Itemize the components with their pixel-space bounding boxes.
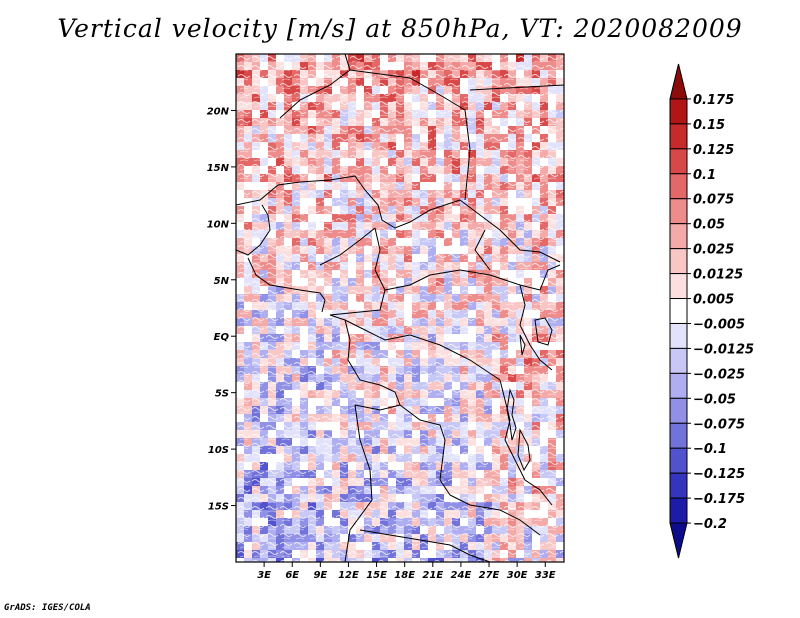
x-tick-label: 27E [479, 570, 500, 581]
colorbar-label: 0.075 [693, 193, 734, 208]
x-tick-label: 18E [394, 570, 415, 581]
colorbar-label: 0.175 [693, 93, 734, 108]
colorbar-segment [669, 273, 688, 300]
colorbar-segment [669, 422, 688, 449]
x-tick-label: 21E [422, 570, 443, 581]
colorbar-label: −0.0125 [693, 342, 754, 357]
colorbar-label: 0.0125 [693, 268, 743, 283]
colorbar-segment [669, 298, 688, 324]
y-tick-label: 15S [208, 502, 229, 513]
x-tick-label: 12E [338, 570, 359, 581]
y-tick-label: 15N [207, 163, 230, 174]
colorbar-segment [669, 522, 688, 559]
colorbar-segment [669, 148, 688, 175]
colorbar-label: −0.005 [693, 317, 745, 332]
lakes [506, 317, 553, 472]
colorbar-segment [669, 63, 688, 100]
x-axis: 3E 6E 9E 12E 15E 18E 21E 24E 27E 30E 33E [257, 562, 556, 581]
colorbar-label: −0.075 [693, 417, 745, 432]
chart-title: Vertical velocity [m/s] at 850hPa, VT: 2… [57, 14, 743, 43]
colorbar-segment [669, 372, 688, 399]
colorbar: 0.175 0.15 0.125 0.1 0.075 0.05 0.025 0.0125 0.0… [669, 63, 754, 559]
colorbar-segment [669, 497, 688, 524]
y-tick-label: 10S [208, 445, 229, 456]
colorbar-label: −0.1 [693, 442, 727, 457]
colorbar-segment [669, 123, 688, 150]
colorbar-label: −0.025 [693, 367, 745, 382]
colorbar-label: −0.2 [693, 517, 727, 532]
colorbar-label: −0.175 [693, 492, 745, 507]
colorbar-segment [669, 322, 688, 349]
y-axis: 20N 15N 10N 5N EQ 5S 10S 15S [207, 106, 236, 513]
colorbar-segment [669, 447, 688, 474]
colorbar-label: 0.025 [693, 243, 734, 258]
y-tick-label: EQ [214, 332, 230, 343]
x-tick-label: 9E [313, 570, 327, 581]
colorbar-label: −0.05 [693, 392, 736, 407]
colorbar-segment [669, 223, 688, 250]
x-tick-label: 3E [257, 570, 271, 581]
colorbar-segment [669, 347, 688, 374]
x-tick-label: 15E [366, 570, 387, 581]
y-tick-label: 5N [214, 276, 230, 287]
colorbar-label: 0.125 [693, 143, 734, 158]
colorbar-label: 0.005 [693, 293, 734, 308]
colorbar-segment [669, 98, 688, 125]
x-tick-label: 24E [451, 570, 472, 581]
y-tick-label: 20N [207, 106, 230, 117]
colorbar-segment [669, 397, 688, 424]
colorbar-label: 0.05 [693, 218, 725, 233]
colorbar-segment [669, 198, 688, 225]
grads-credit: GrADS: IGES/COLA [4, 603, 91, 613]
colorbar-segment [669, 472, 688, 499]
colorbar-label: 0.15 [693, 118, 725, 133]
map-frame [235, 53, 565, 563]
colorbar-segment [669, 248, 688, 275]
colorbar-segment [669, 173, 688, 200]
x-tick-label: 30E [507, 570, 528, 581]
x-tick-label: 33E [535, 570, 556, 581]
colorbar-label: −0.125 [693, 467, 745, 482]
colorbar-label: 0.1 [693, 168, 716, 183]
y-tick-label: 10N [207, 219, 230, 230]
y-tick-label: 5S [215, 389, 229, 400]
field-texture [236, 54, 564, 562]
map-plot-area [235, 53, 565, 563]
x-tick-label: 6E [285, 570, 299, 581]
country-borders [236, 54, 564, 562]
